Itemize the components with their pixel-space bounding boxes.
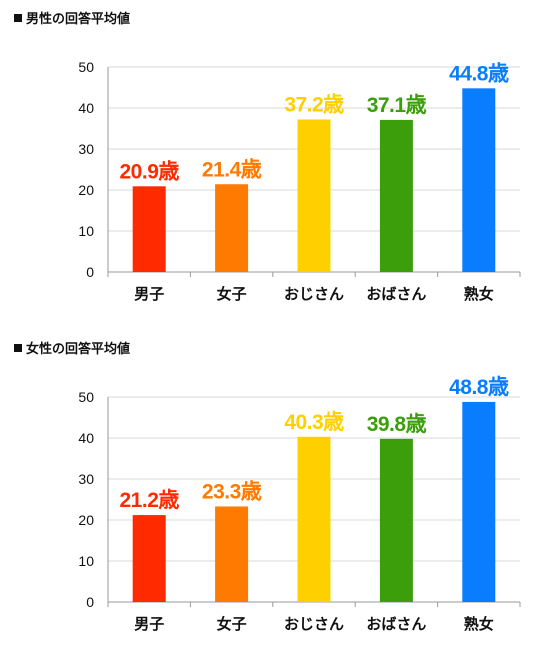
y-tick-label: 40 xyxy=(78,430,94,446)
bar xyxy=(379,438,413,602)
y-tick-label: 20 xyxy=(78,182,94,198)
chart-title: 男性の回答平均値 xyxy=(26,11,131,26)
data-label: 23.3歳 xyxy=(202,480,262,503)
bar xyxy=(297,119,331,272)
y-tick-label: 20 xyxy=(78,512,94,528)
y-tick-label: 0 xyxy=(86,264,94,280)
male-chart-panel: 男性の回答平均値 0 10 20 30 40 50 20.9歳男子 21.4歳女子 37.2歳お… xyxy=(0,0,543,320)
bar xyxy=(379,119,413,272)
bar xyxy=(215,184,249,272)
y-tick-label: 50 xyxy=(78,389,94,405)
data-label: 48.8歳 xyxy=(449,376,509,399)
bar xyxy=(132,186,166,272)
category-label: 男子 xyxy=(134,616,164,633)
y-tick-label: 50 xyxy=(78,59,94,75)
square-bullet-icon xyxy=(14,343,22,352)
y-tick-label: 10 xyxy=(78,223,94,239)
data-label: 21.4歳 xyxy=(202,158,262,181)
data-label: 39.8歳 xyxy=(367,413,427,436)
bar xyxy=(462,88,496,272)
data-label: 40.3歳 xyxy=(284,411,344,434)
data-label: 20.9歳 xyxy=(120,160,180,183)
data-label: 21.2歳 xyxy=(120,489,180,512)
category-label: 女子 xyxy=(217,285,247,303)
bar xyxy=(462,401,496,602)
y-tick-label: 0 xyxy=(86,594,94,610)
category-label: おじさん xyxy=(284,286,344,303)
bar xyxy=(215,506,249,602)
square-bullet-icon xyxy=(14,13,22,22)
category-label: おばさん xyxy=(366,616,426,633)
data-label: 44.8歳 xyxy=(449,62,509,85)
data-label: 37.2歳 xyxy=(284,93,344,116)
category-label: おじさん xyxy=(284,616,344,633)
data-label: 37.1歳 xyxy=(367,94,427,117)
y-tick-label: 30 xyxy=(78,141,94,157)
chart-heading: 女性の回答平均値 xyxy=(14,338,130,357)
female-chart-panel: 女性の回答平均値 0 10 20 30 40 50 21.2歳男子 23.3歳女子 40.3歳お… xyxy=(0,330,543,650)
category-label: 熟女 xyxy=(464,285,494,303)
category-label: おばさん xyxy=(366,286,426,303)
y-tick-label: 10 xyxy=(78,553,94,569)
category-label: 男子 xyxy=(134,286,164,303)
bar xyxy=(297,436,331,602)
chart-heading: 男性の回答平均値 xyxy=(14,8,130,27)
y-tick-label: 30 xyxy=(78,471,94,487)
bar xyxy=(132,515,166,602)
category-label: 女子 xyxy=(217,615,247,633)
y-tick-label: 40 xyxy=(78,100,94,116)
category-label: 熟女 xyxy=(464,615,494,633)
chart-title: 女性の回答平均値 xyxy=(26,341,131,356)
